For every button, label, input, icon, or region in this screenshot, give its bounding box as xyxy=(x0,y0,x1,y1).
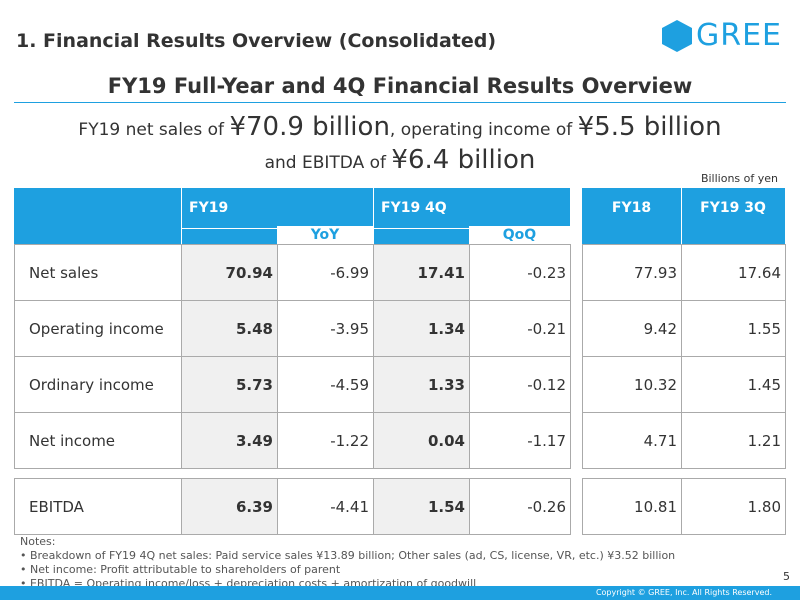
header-left-stub-4q xyxy=(373,228,469,244)
headline-ebitda: ¥6.4 billion xyxy=(391,145,536,175)
cell-q3: 17.64 xyxy=(682,245,785,300)
row-label: Net sales xyxy=(15,245,181,300)
headline-text: , operating income of xyxy=(389,120,578,140)
units-label: Billions of yen xyxy=(700,172,778,185)
cell-q3: 1.80 xyxy=(682,479,785,534)
cell-q3: 1.45 xyxy=(682,357,785,412)
hexagon-logo-icon xyxy=(662,20,692,52)
headline-net-sales: ¥70.9 billion xyxy=(229,112,390,142)
cell-fy19: 3.49 xyxy=(182,413,277,468)
cell-q4: 17.41 xyxy=(374,245,469,300)
cell-fy19: 6.39 xyxy=(182,479,277,534)
cell-q4: 1.34 xyxy=(374,301,469,356)
cell-q3: 1.55 xyxy=(682,301,785,356)
cell-fy18: 10.32 xyxy=(583,357,681,412)
main-title: FY19 Full-Year and 4Q Financial Results … xyxy=(107,74,693,98)
cell-qoq: -1.17 xyxy=(470,413,570,468)
header-fy19: FY19 xyxy=(181,188,373,228)
cell-yoy: -4.41 xyxy=(278,479,373,534)
cell-fy19: 5.48 xyxy=(182,301,277,356)
cell-qoq: -0.21 xyxy=(470,301,570,356)
row-label: Ordinary income xyxy=(15,357,181,412)
cell-fy18: 4.71 xyxy=(583,413,681,468)
cell-yoy: -4.59 xyxy=(278,357,373,412)
subheader-yoy: YoY xyxy=(277,226,373,244)
header-fy19-4q: FY19 4Q xyxy=(373,188,570,228)
row-label: Operating income xyxy=(15,301,181,356)
header-fy18-stub xyxy=(582,228,681,244)
page-number: 5 xyxy=(783,570,790,583)
cell-qoq: -0.26 xyxy=(470,479,570,534)
notes-title: Notes: xyxy=(20,535,56,548)
headline-text: FY19 net sales of xyxy=(78,120,230,140)
cell-fy18: 77.93 xyxy=(583,245,681,300)
cell-fy18: 10.81 xyxy=(583,479,681,534)
gree-logo: GREE xyxy=(662,20,782,52)
header-fy18: FY18 xyxy=(582,188,681,228)
cell-yoy: -6.99 xyxy=(278,245,373,300)
notes: Notes: • Breakdown of FY19 4Q net sales:… xyxy=(20,535,675,591)
cell-yoy: -1.22 xyxy=(278,413,373,468)
cell-q4: 1.54 xyxy=(374,479,469,534)
footer-bar xyxy=(0,586,800,600)
headline-line-1: FY19 net sales of ¥70.9 billion, operati… xyxy=(0,112,800,142)
cell-q4: 0.04 xyxy=(374,413,469,468)
header-blank xyxy=(14,188,181,244)
cell-fy18: 9.42 xyxy=(583,301,681,356)
cell-q3: 1.21 xyxy=(682,413,785,468)
note-item: • Net income: Profit attributable to sha… xyxy=(20,563,341,576)
subheader-qoq: QoQ xyxy=(469,226,570,244)
copyright: Copyright © GREE, Inc. All Rights Reserv… xyxy=(595,588,772,597)
cell-fy19: 70.94 xyxy=(182,245,277,300)
logo-text: GREE xyxy=(696,18,783,53)
section-title: 1. Financial Results Overview (Consolida… xyxy=(16,30,497,52)
cell-qoq: -0.23 xyxy=(470,245,570,300)
row-label: Net income xyxy=(15,413,181,468)
cell-q4: 1.33 xyxy=(374,357,469,412)
cell-qoq: -0.12 xyxy=(470,357,570,412)
header-fy19-3q: FY19 3Q xyxy=(681,188,785,228)
headline-operating-income: ¥5.5 billion xyxy=(577,112,722,142)
header-fy19-3q-stub xyxy=(681,228,785,244)
cell-yoy: -3.95 xyxy=(278,301,373,356)
note-item: • Breakdown of FY19 4Q net sales: Paid s… xyxy=(20,549,676,562)
header-left-stub-fy19 xyxy=(181,228,277,244)
headline-line-2: and EBITDA of ¥6.4 billion xyxy=(0,145,800,175)
headline-text: and EBITDA of xyxy=(264,153,392,173)
title-underline xyxy=(14,102,786,103)
cell-fy19: 5.73 xyxy=(182,357,277,412)
row-label: EBITDA xyxy=(15,479,181,534)
